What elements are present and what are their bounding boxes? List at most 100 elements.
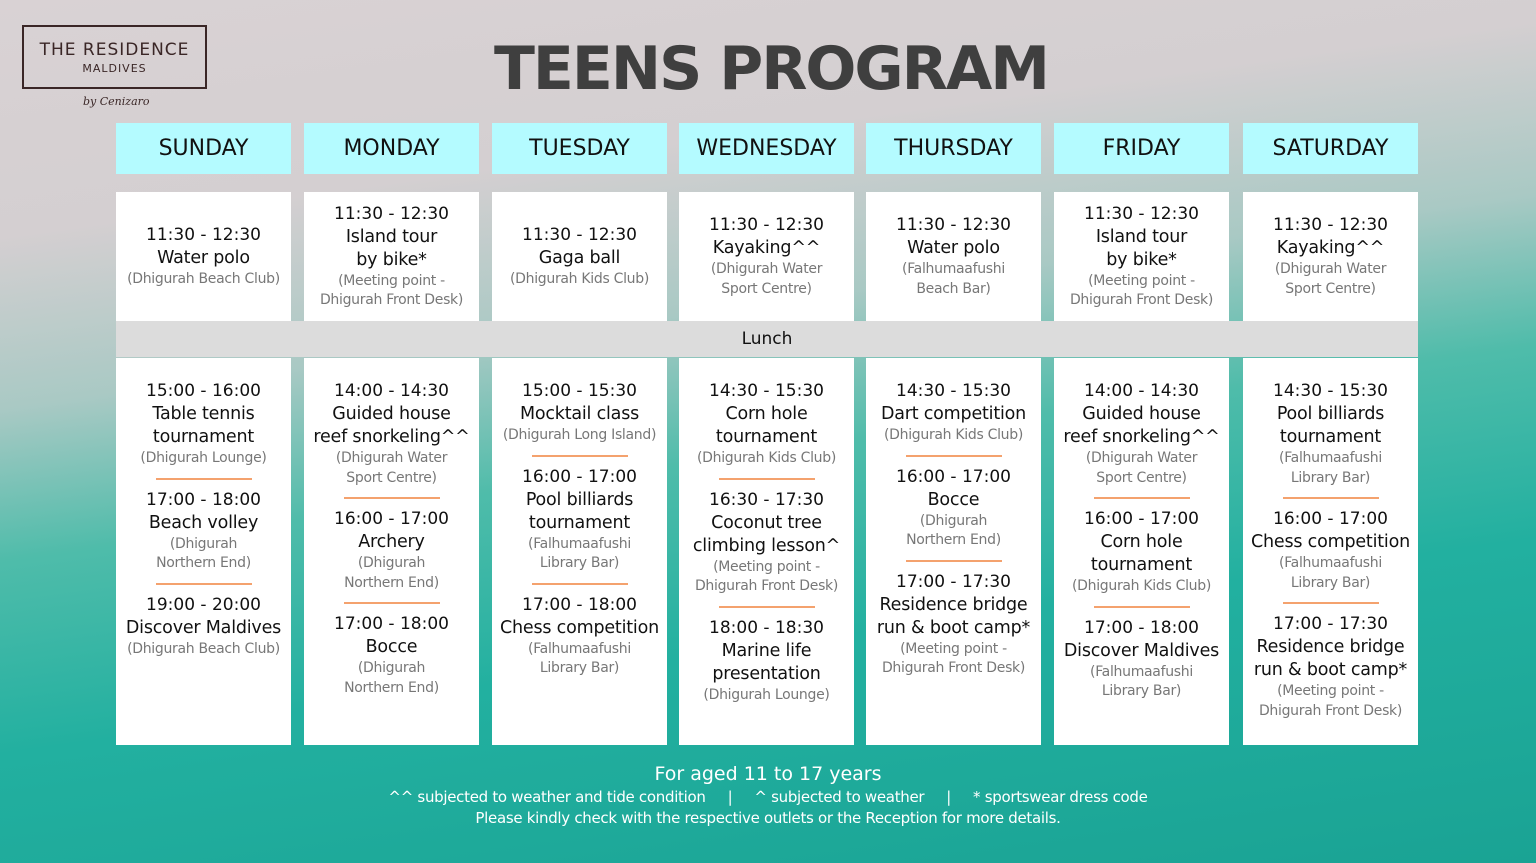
activity-time: 15:00 - 15:30 (522, 381, 637, 401)
activity-time: 11:30 - 12:30 (522, 224, 637, 245)
activity-title: Residence bridge run & boot camp* (1253, 637, 1408, 680)
activity-title: Pool billiards tournament (1276, 404, 1385, 447)
morning-activity: 11:30 - 12:30 Kayaking^^ (Dhigurah Water… (679, 192, 854, 321)
activity-location: (Dhigurah Beach Club) (127, 640, 280, 657)
day-header: MONDAY (304, 123, 479, 174)
activity-time: 11:30 - 12:30 (334, 203, 449, 224)
activity-time: 16:00 - 17:00 (1273, 509, 1388, 529)
activity-location: (Dhigurah Water Sport Centre) (1085, 450, 1198, 486)
afternoon-activity: 17:00 - 18:00 Beach volley (Dhigurah Nor… (116, 489, 291, 574)
activity-time: 16:00 - 17:00 (522, 466, 637, 487)
day-header: THURSDAY (866, 123, 1041, 174)
note-weather-tide: ^^ subjected to weather and tide conditi… (388, 788, 706, 806)
lunch-bar: Lunch (116, 321, 1418, 357)
activity-time: 17:00 - 18:00 (1084, 617, 1199, 638)
divider (1093, 605, 1190, 608)
activity-title: Corn hole tournament (715, 404, 818, 447)
activity-title: Guided house reef snorkeling^^ (313, 404, 470, 447)
activity-location: (Falhumaafushi Library Bar) (528, 535, 631, 572)
activity-time: 17:00 - 18:00 (146, 489, 261, 510)
activity-title: Beach volley (148, 512, 259, 533)
afternoon-activity: 17:00 - 18:00 Bocce (Dhigurah Northern E… (304, 613, 479, 698)
page-title: TEENS PROGRAM (494, 34, 1050, 104)
activity-title: Gaga ball (538, 247, 621, 268)
activity-time: 17:00 - 18:00 (334, 614, 449, 634)
day-column-sunday: SUNDAY 11:30 - 12:30 Water polo (Dhigura… (116, 123, 291, 745)
activity-location: (Dhigurah Kids Club) (696, 450, 836, 466)
age-note: For aged 11 to 17 years (654, 763, 882, 785)
morning-activity: 11:30 - 12:30 Island tour by bike* (Meet… (1054, 192, 1229, 321)
activity-time: 16:30 - 17:30 (709, 489, 824, 510)
separator: | (946, 788, 952, 806)
afternoon-activity: 18:00 - 18:30 Marine life presentation (… (679, 617, 854, 706)
afternoon-activity: 17:00 - 18:00 Discover Maldives (Falhuma… (1054, 617, 1229, 702)
check-note: Please kindly check with the respective … (475, 809, 1061, 827)
activity-time: 17:00 - 18:00 (522, 594, 637, 615)
note-dress-code: * sportswear dress code (973, 788, 1148, 806)
afternoon-activities: 15:00 - 15:30 Mocktail class (Dhigurah L… (492, 358, 667, 745)
day-column-monday: MONDAY 11:30 - 12:30 Island tour by bike… (304, 123, 479, 745)
morning-activity: 11:30 - 12:30 Gaga ball (Dhigurah Kids C… (492, 192, 667, 321)
afternoon-activities: 14:30 - 15:30 Dart competition (Dhigurah… (866, 358, 1041, 745)
divider (718, 477, 815, 480)
legend-notes: ^^ subjected to weather and tide conditi… (0, 788, 1536, 806)
afternoon-activity: 16:00 - 17:00 Pool billiards tournament … (492, 466, 667, 574)
activity-location: (Meeting point - Dhigurah Front Desk) (1069, 272, 1214, 309)
afternoon-activity: 19:00 - 20:00 Discover Maldives (Dhigura… (116, 594, 291, 660)
activity-title: Table tennis tournament (152, 404, 255, 447)
activity-location: (Dhigurah Northern End) (156, 535, 251, 572)
activity-time: 14:00 - 14:30 (334, 381, 449, 401)
divider (1282, 497, 1379, 499)
activity-location: (Dhigurah Long Island) (502, 427, 657, 443)
afternoon-activity: 15:00 - 15:30 Mocktail class (Dhigurah L… (492, 380, 667, 446)
activity-title: Guided house reef snorkeling^^ (1063, 404, 1220, 447)
activity-time: 19:00 - 20:00 (146, 594, 261, 615)
afternoon-activity: 17:00 - 18:00 Chess competition (Falhuma… (492, 594, 667, 679)
activity-time: 18:00 - 18:30 (709, 617, 824, 638)
afternoon-activity: 14:30 - 15:30 Dart competition (Dhigurah… (866, 380, 1041, 446)
afternoon-activities: 15:00 - 16:00 Table tennis tournament (D… (116, 358, 291, 745)
activity-title: Island tour by bike* (345, 226, 438, 270)
activity-location: (Falhumaafushi Library Bar) (1279, 555, 1382, 591)
activity-location: (Meeting point - Dhigurah Front Desk) (881, 640, 1026, 677)
activity-title: Kayaking^^ (712, 238, 821, 258)
logo: THE RESIDENCE MALDIVES (22, 25, 207, 89)
activity-location: (Dhigurah Northern End) (344, 555, 439, 591)
activity-title: Bocce (927, 489, 980, 510)
activity-time: 11:30 - 12:30 (709, 215, 824, 235)
activity-time: 11:30 - 12:30 (1273, 215, 1388, 235)
afternoon-activity: 16:00 - 17:00 Archery (Dhigurah Northern… (304, 508, 479, 593)
activity-title: Dart competition (880, 404, 1027, 424)
activity-title: Bocce (365, 637, 418, 657)
activity-title: Residence bridge run & boot camp* (876, 594, 1031, 638)
activity-location: (Dhigurah Northern End) (344, 660, 439, 696)
activity-location: (Falhumaafushi Library Bar) (528, 640, 631, 677)
activity-title: Pool billiards tournament (525, 489, 634, 533)
activity-title: Water polo (907, 238, 1000, 258)
activity-title: Archery (358, 532, 425, 552)
activity-location: (Dhigurah Water Sport Centre) (710, 261, 823, 297)
afternoon-activities: 14:30 - 15:30 Pool billiards tournament … (1243, 358, 1418, 745)
day-column-wednesday: WEDNESDAY 11:30 - 12:30 Kayaking^^ (Dhig… (679, 123, 854, 745)
activity-time: 16:00 - 17:00 (334, 509, 449, 529)
divider (718, 605, 815, 608)
activity-location: (Dhigurah Lounge) (703, 686, 830, 703)
activity-time: 14:00 - 14:30 (1084, 381, 1199, 401)
activity-time: 16:00 - 17:00 (896, 466, 1011, 487)
activity-time: 17:00 - 17:30 (1273, 614, 1388, 634)
afternoon-activity: 17:00 - 17:30 Residence bridge run & boo… (866, 571, 1041, 679)
day-header: WEDNESDAY (679, 123, 854, 174)
activity-title: Coconut tree climbing lesson^ (692, 512, 841, 556)
activity-location: (Dhigurah Kids Club) (509, 270, 649, 287)
afternoon-activity: 16:00 - 17:00 Chess competition (Falhuma… (1243, 508, 1418, 593)
activity-time: 14:30 - 15:30 (1273, 381, 1388, 401)
afternoon-activity: 15:00 - 16:00 Table tennis tournament (D… (116, 380, 291, 469)
afternoon-activity: 17:00 - 17:30 Residence bridge run & boo… (1243, 613, 1418, 721)
day-header: SATURDAY (1243, 123, 1418, 174)
day-header: TUESDAY (492, 123, 667, 174)
note-weather: ^ subjected to weather (754, 788, 925, 806)
activity-location: (Dhigurah Water Sport Centre) (335, 450, 448, 486)
afternoon-activities: 14:00 - 14:30 Guided house reef snorkeli… (1054, 358, 1229, 745)
activity-title: Corn hole tournament (1090, 532, 1193, 575)
activity-title: Chess competition (500, 617, 659, 638)
